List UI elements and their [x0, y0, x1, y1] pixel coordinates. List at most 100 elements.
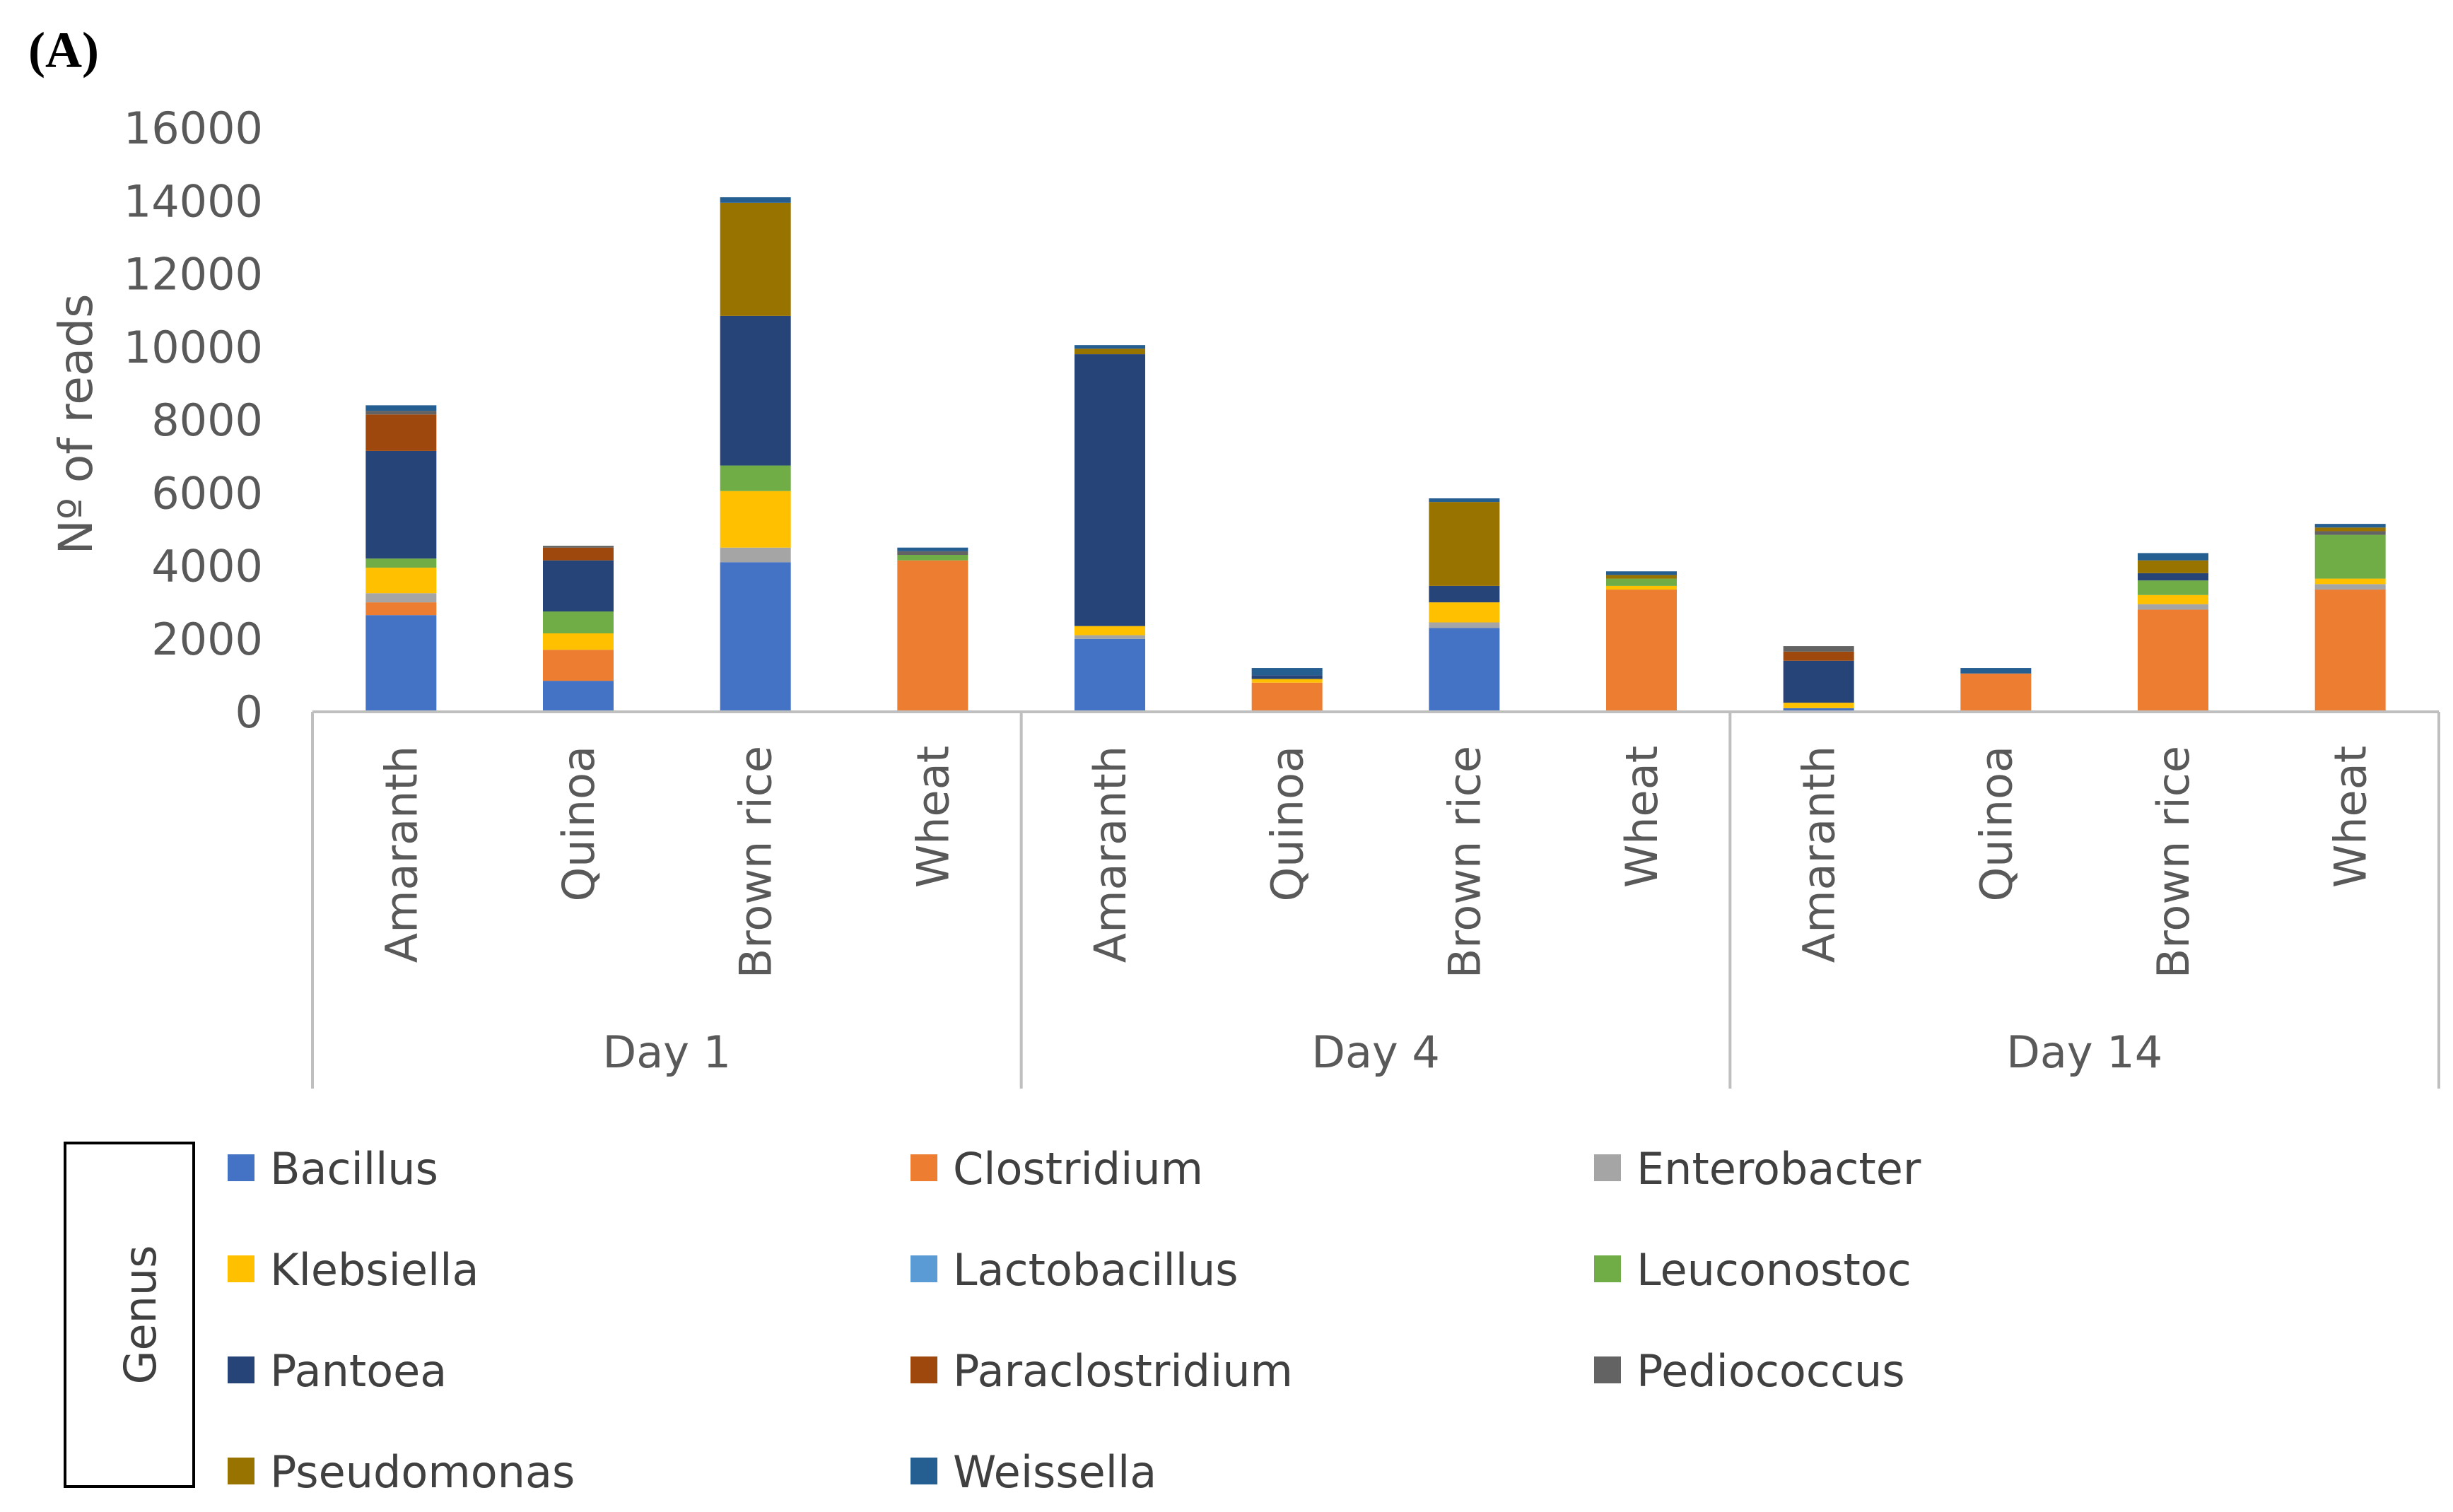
legend-label: Clostridium	[953, 1143, 1203, 1195]
bar-segment	[365, 593, 437, 603]
bar-segment	[1251, 668, 1323, 676]
bar-segment	[365, 615, 437, 712]
y-axis-label: Nº of reads	[49, 293, 103, 554]
legend-swatch	[228, 1154, 254, 1181]
bar-segment	[543, 611, 614, 634]
bar-segment	[1960, 668, 2032, 674]
x-category-label: Quinoa	[553, 746, 604, 902]
bar-segment	[2314, 584, 2386, 590]
bar-segment	[365, 414, 437, 451]
y-tick-label: 8000	[151, 394, 263, 446]
bar-segment	[1429, 602, 1500, 623]
bar-segment	[365, 405, 437, 411]
y-tick-label: 4000	[151, 541, 263, 592]
bar-segment	[1075, 635, 1145, 639]
bar-segment	[543, 560, 614, 612]
bar-segment	[720, 465, 791, 491]
bar-segment	[720, 491, 791, 548]
bar-segment	[543, 633, 614, 650]
bar-segment	[2314, 531, 2386, 535]
bar-segment	[1606, 578, 1677, 586]
x-axis: Amaranth Quinoa Brown rice Wheat Day 1 Amaran…	[311, 710, 2440, 1089]
x-category-label: Amaranth	[1793, 746, 1845, 963]
legend-label: Klebsiella	[270, 1244, 479, 1296]
bar-segment	[543, 650, 614, 681]
bar-segment	[720, 547, 791, 563]
legend-items: Bacillus Clostridium Enterobacter Klebsiell…	[228, 1143, 1921, 1498]
bar-segment	[897, 551, 968, 556]
bar-segment	[2138, 604, 2208, 610]
bar-segment	[1783, 651, 1854, 661]
bar-segment	[1429, 502, 1500, 586]
x-category-label: Wheat	[2325, 746, 2377, 888]
legend-swatch	[228, 1255, 254, 1282]
legend-swatch	[1594, 1255, 1621, 1282]
bar-segment	[1606, 575, 1677, 579]
bar-segment	[1429, 622, 1500, 628]
x-category-label: Brown rice	[2148, 746, 2199, 978]
bar-segment	[897, 560, 968, 712]
bar-segment	[1251, 682, 1323, 712]
y-tick-label: 0	[235, 686, 263, 738]
legend-swatch	[911, 1356, 937, 1383]
x-category-label: Brown rice	[1439, 746, 1490, 978]
legend-swatch	[911, 1458, 937, 1484]
y-tick-label: 16000	[124, 102, 263, 154]
x-category-label: Brown rice	[730, 746, 782, 978]
bar-segment	[1429, 498, 1500, 503]
bar-segment	[1251, 679, 1323, 683]
bar-segment	[2314, 590, 2386, 712]
y-tick-label: 10000	[124, 322, 263, 373]
bar-segment	[720, 202, 791, 316]
bar-segment	[1429, 585, 1500, 603]
bar-segment	[1960, 673, 2032, 712]
x-category-label: Amaranth	[1084, 746, 1136, 963]
bar-segment	[897, 547, 968, 551]
bar-segment	[365, 558, 437, 568]
legend-label: Paraclostridium	[953, 1345, 1293, 1397]
bar-segment	[1251, 675, 1323, 679]
x-category-label: Quinoa	[1970, 746, 2022, 902]
bar-segment	[543, 547, 614, 561]
bar-segment	[1606, 571, 1677, 575]
legend-label: Enterobacter	[1637, 1143, 1921, 1195]
legend-label: Pantoea	[270, 1345, 447, 1397]
x-category-label: Wheat	[1616, 746, 1668, 888]
legend-label: Bacillus	[270, 1143, 438, 1195]
bar-segment	[2138, 553, 2208, 561]
legend-swatch	[911, 1154, 937, 1181]
bar-segment	[365, 411, 437, 415]
bar-segment	[2138, 580, 2208, 595]
legend-swatch	[228, 1356, 254, 1383]
legend-swatch	[911, 1255, 937, 1282]
bar-segment	[543, 681, 614, 712]
legend-label: Lactobacillus	[953, 1244, 1239, 1296]
x-category-label: Wheat	[907, 746, 959, 888]
x-group-label: Day 1	[603, 1026, 732, 1078]
bar-segment	[720, 562, 791, 712]
bar-segment	[1606, 585, 1677, 590]
bar-segment	[1075, 354, 1145, 626]
bar-segment	[543, 546, 614, 548]
y-tick-label: 12000	[124, 249, 263, 300]
bar-segment	[365, 602, 437, 616]
bar-segment	[2314, 527, 2386, 532]
legend: Genus Bacillus Clostridium Enterobacter Kle…	[64, 1142, 1921, 1498]
bar-segment	[2138, 573, 2208, 581]
panel-label: (A)	[28, 22, 99, 78]
legend-label: Pediococcus	[1637, 1345, 1905, 1397]
bar-segment	[1783, 703, 1854, 708]
bar-segment	[1075, 345, 1145, 349]
bar-segment	[2314, 578, 2386, 585]
bar-segment	[720, 315, 791, 466]
legend-label: Leuconostoc	[1637, 1244, 1912, 1296]
bar-segment	[1075, 638, 1145, 712]
bar-segment	[365, 568, 437, 594]
bar-segment	[365, 450, 437, 559]
bar-segment	[1075, 626, 1145, 635]
bars	[365, 197, 2386, 712]
legend-label: Weissella	[953, 1446, 1157, 1498]
bar-segment	[2138, 594, 2208, 604]
legend-swatch	[1594, 1356, 1621, 1383]
